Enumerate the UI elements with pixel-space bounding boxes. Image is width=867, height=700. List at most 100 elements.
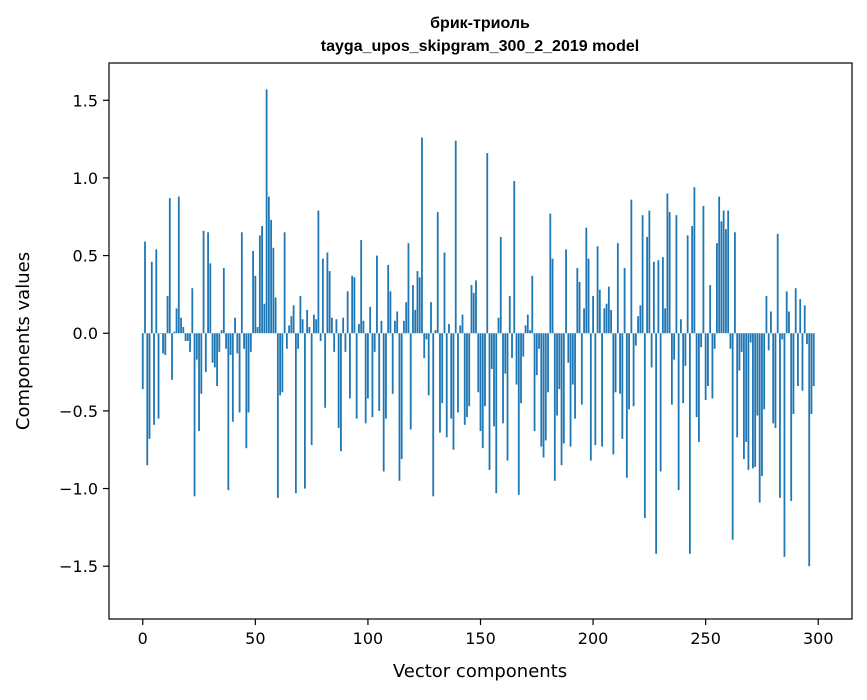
bar-component-125 bbox=[423, 333, 426, 359]
bar-component-55 bbox=[265, 89, 268, 334]
bar-component-121 bbox=[414, 309, 417, 334]
bar-component-124 bbox=[421, 137, 423, 334]
bar-component-179 bbox=[544, 333, 547, 441]
bar-component-59 bbox=[274, 297, 277, 334]
bar-component-210 bbox=[614, 333, 617, 393]
bar-component-132 bbox=[439, 333, 441, 433]
bar-component-228 bbox=[655, 333, 658, 554]
bar-component-8 bbox=[159, 333, 162, 334]
bar-component-129 bbox=[432, 333, 435, 497]
bar-component-273 bbox=[756, 333, 759, 416]
bar-component-215 bbox=[625, 333, 628, 478]
bar-component-5 bbox=[153, 333, 155, 425]
bar-component-123 bbox=[418, 277, 421, 334]
bar-component-205 bbox=[603, 308, 606, 334]
bar-component-200 bbox=[592, 295, 594, 334]
bar-component-164 bbox=[511, 333, 513, 359]
bar-component-146 bbox=[470, 285, 473, 334]
bar-component-172 bbox=[529, 330, 531, 334]
bar-component-42 bbox=[236, 333, 239, 354]
bar-component-195 bbox=[580, 333, 583, 405]
bar-component-70 bbox=[299, 295, 302, 334]
bar-component-23 bbox=[193, 333, 196, 497]
bar-component-291 bbox=[797, 333, 799, 387]
bar-component-156 bbox=[493, 333, 495, 427]
bar-component-267 bbox=[743, 333, 745, 460]
bar-component-81 bbox=[324, 333, 327, 408]
bar-component-149 bbox=[477, 333, 480, 393]
bar-component-223 bbox=[643, 333, 646, 519]
bar-component-266 bbox=[740, 333, 743, 352]
bar-component-100 bbox=[367, 333, 369, 399]
bar-component-34 bbox=[218, 333, 221, 352]
bar-component-153 bbox=[486, 153, 489, 334]
bar-component-18 bbox=[182, 327, 185, 334]
chart-title: брик-триоль bbox=[430, 15, 530, 32]
bar-component-60 bbox=[276, 333, 279, 498]
plot-frame bbox=[108, 62, 853, 620]
bar-component-113 bbox=[396, 311, 399, 334]
x-tick-label: 0 bbox=[138, 629, 148, 648]
bar-component-96 bbox=[358, 323, 360, 334]
bar-component-93 bbox=[351, 275, 354, 334]
bar-component-189 bbox=[567, 333, 570, 363]
bar-component-272 bbox=[754, 333, 757, 467]
bar-component-27 bbox=[202, 230, 205, 334]
bar-component-271 bbox=[752, 333, 754, 469]
bar-component-244 bbox=[691, 226, 694, 334]
bar-component-173 bbox=[531, 275, 534, 334]
bar-component-170 bbox=[524, 325, 527, 334]
bar-component-197 bbox=[585, 227, 588, 334]
y-tick-label: −0.5 bbox=[59, 402, 98, 421]
bar-component-263 bbox=[734, 232, 736, 334]
bar-component-224 bbox=[646, 236, 649, 334]
bar-component-240 bbox=[682, 333, 685, 404]
bar-component-65 bbox=[288, 325, 291, 334]
bar-component-251 bbox=[707, 333, 709, 387]
bar-component-234 bbox=[668, 212, 671, 334]
bar-component-227 bbox=[652, 261, 655, 334]
bar-component-175 bbox=[535, 333, 538, 376]
bar-component-159 bbox=[499, 236, 502, 334]
bar-component-105 bbox=[378, 333, 381, 411]
bar-component-67 bbox=[292, 305, 295, 334]
bar-component-157 bbox=[495, 333, 498, 494]
bar-component-232 bbox=[664, 308, 667, 334]
bar-component-58 bbox=[272, 247, 275, 334]
bar-component-259 bbox=[725, 229, 727, 334]
x-tick-label: 300 bbox=[803, 629, 834, 648]
bar-component-190 bbox=[569, 333, 572, 447]
y-axis-label: Components values bbox=[13, 252, 34, 430]
bar-component-258 bbox=[722, 210, 725, 334]
bar-component-75 bbox=[310, 333, 313, 446]
bar-component-82 bbox=[326, 252, 329, 334]
bar-component-39 bbox=[229, 333, 232, 355]
bar-component-49 bbox=[252, 250, 254, 334]
y-axis-ticks: −1.5 −1.0 −0.5 0.0 0.5 1.0 1.5 bbox=[59, 91, 109, 576]
bar-component-162 bbox=[506, 333, 509, 461]
bar-component-112 bbox=[394, 320, 396, 334]
bar-component-194 bbox=[578, 281, 581, 334]
bar-component-209 bbox=[612, 333, 615, 455]
bar-component-178 bbox=[542, 333, 545, 458]
bar-component-52 bbox=[258, 235, 261, 334]
bar-component-292 bbox=[799, 299, 802, 334]
bar-component-143 bbox=[463, 333, 466, 425]
bar-component-104 bbox=[376, 255, 378, 334]
bar-component-101 bbox=[369, 306, 372, 334]
bar-component-87 bbox=[337, 333, 340, 428]
bar-component-254 bbox=[713, 333, 716, 349]
bar-component-180 bbox=[547, 333, 549, 393]
bar-component-225 bbox=[648, 210, 651, 334]
bar-component-56 bbox=[267, 196, 270, 334]
bar-component-133 bbox=[441, 333, 444, 404]
bar-component-88 bbox=[340, 333, 342, 452]
bar-component-181 bbox=[549, 213, 552, 334]
bar-component-208 bbox=[610, 309, 612, 334]
bar-component-33 bbox=[216, 333, 218, 387]
bar-component-14 bbox=[173, 331, 176, 334]
bar-component-269 bbox=[747, 333, 750, 470]
bar-component-3 bbox=[148, 333, 151, 439]
bar-component-242 bbox=[686, 235, 689, 334]
bar-component-140 bbox=[457, 333, 459, 413]
